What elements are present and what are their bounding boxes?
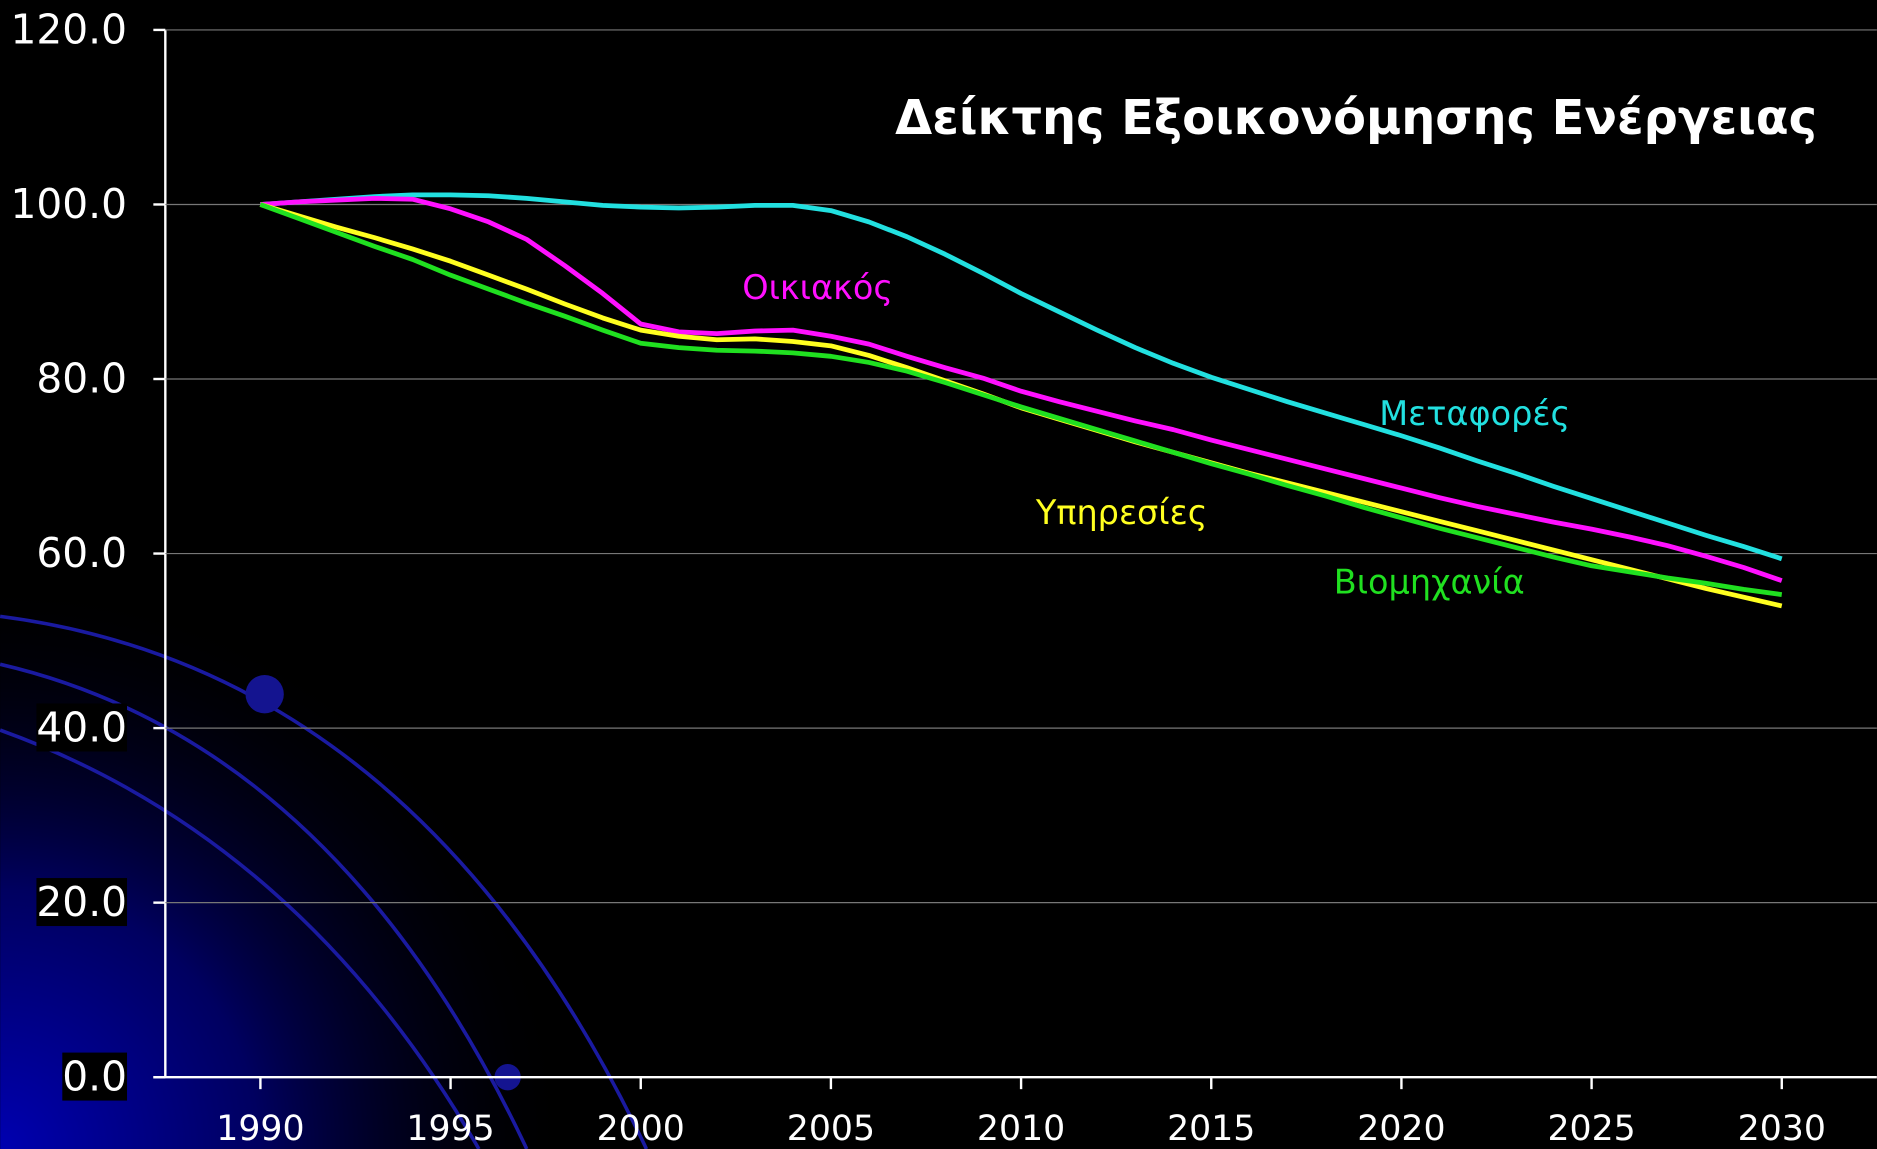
x-tick-label: 1995 [406, 1109, 494, 1149]
x-tick-label: 2005 [787, 1109, 875, 1149]
x-tick-label: 2010 [977, 1109, 1065, 1149]
chart: Δείκτης Εξοικονόμησης Ενέργειας 0.0 20.0 4… [0, 0, 1877, 1149]
decor-dot [246, 675, 284, 713]
y-tick-label: 60.0 [36, 529, 127, 577]
y-tick-label: 20.0 [36, 878, 127, 926]
series-label: Βιομηχανία [1334, 563, 1525, 602]
x-tick-label: 2030 [1738, 1109, 1826, 1149]
series-label: Μεταφορές [1379, 394, 1570, 433]
x-tick-label: 1990 [216, 1109, 304, 1149]
x-tick-label: 2025 [1547, 1109, 1635, 1149]
x-tick-label: 2020 [1357, 1109, 1445, 1149]
y-tick-label: 100.0 [11, 180, 127, 228]
y-tick-label: 80.0 [36, 354, 127, 402]
y-tick-label: 120.0 [11, 5, 127, 53]
series-label: Οικιακός [742, 268, 893, 307]
x-tick-label: 2000 [597, 1109, 685, 1149]
page: {"chart_data": {"type": "line", "title":… [0, 0, 1877, 1149]
series-label: Υπηρεσίες [1035, 493, 1208, 532]
x-tick-label: 2015 [1167, 1109, 1255, 1149]
y-tick-label: 40.0 [36, 703, 127, 751]
y-tick-label: 0.0 [62, 1053, 127, 1101]
chart-title: Δείκτης Εξοικονόμησης Ενέργειας [895, 91, 1817, 146]
